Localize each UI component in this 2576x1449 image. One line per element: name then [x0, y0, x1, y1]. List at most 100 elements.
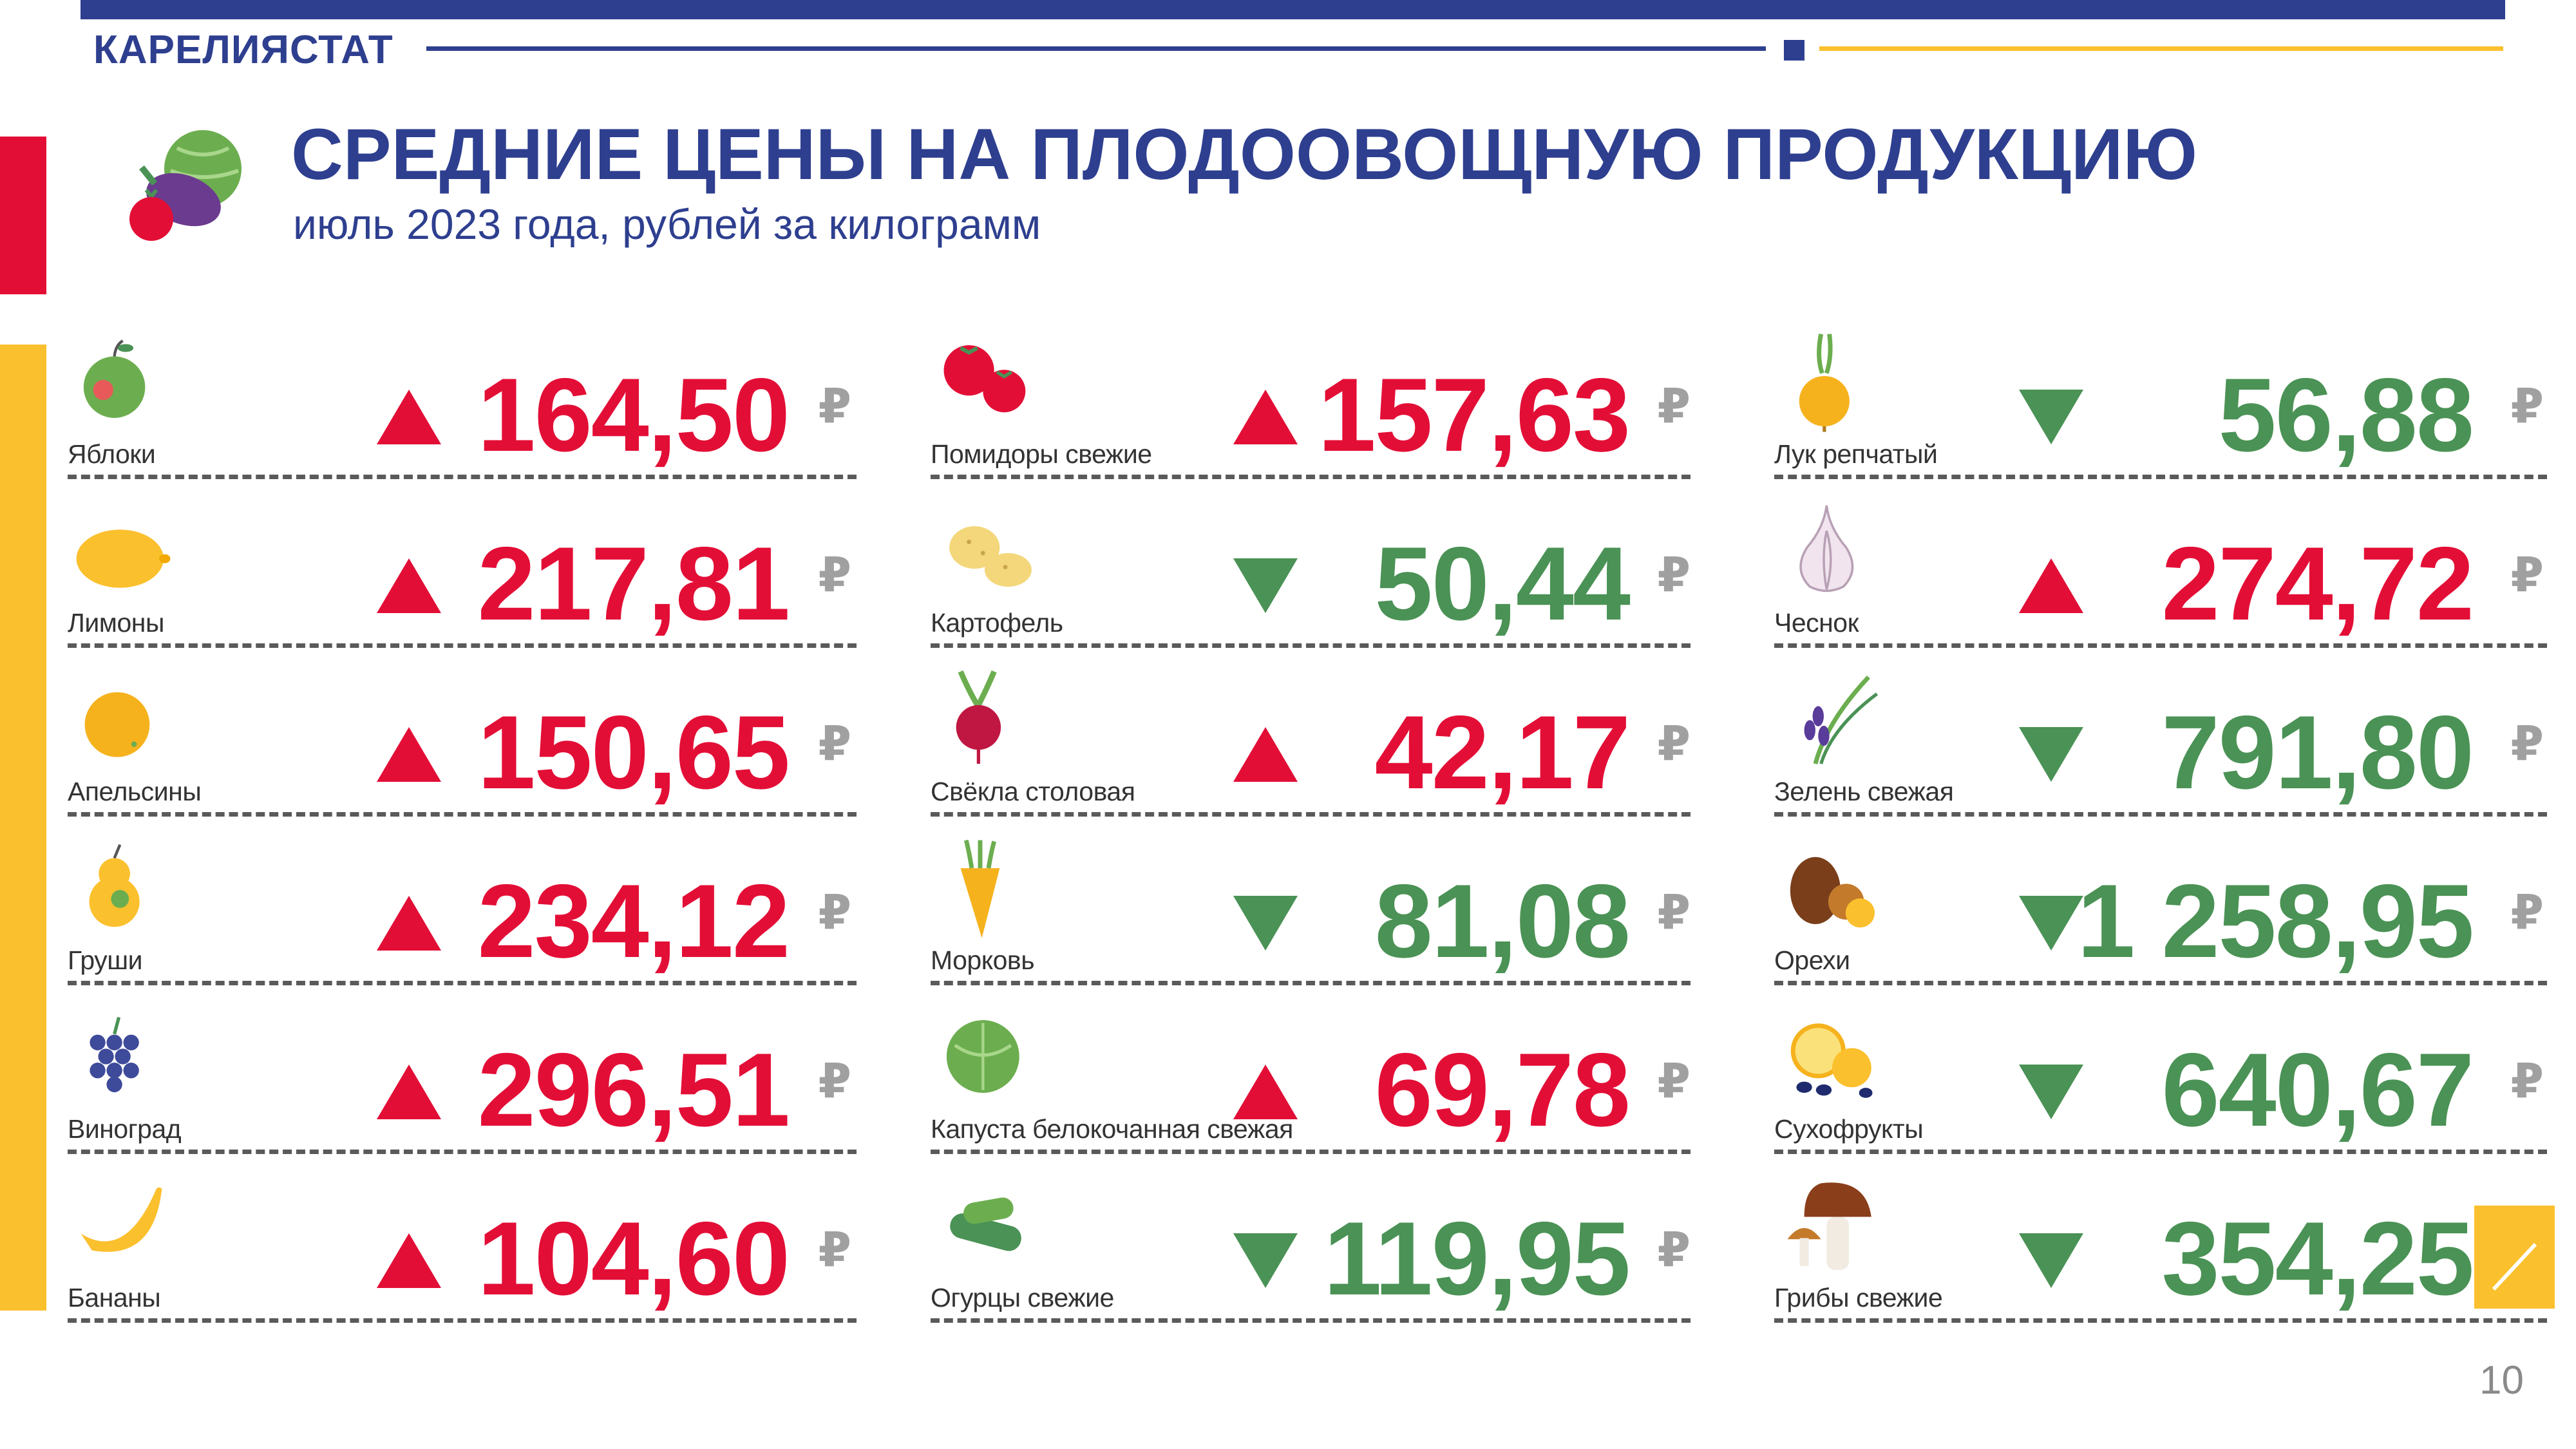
vegetables-logo-icon: [129, 130, 242, 241]
trend-down-icon: [1233, 558, 1298, 613]
trend-up-icon: [377, 727, 441, 782]
product-price: 274,72: [2161, 526, 2474, 642]
product-price: 164,50: [477, 357, 790, 473]
ruble-sign: ₽: [2510, 717, 2544, 770]
trend-down-icon: [1233, 896, 1298, 951]
price-row: Сухофрукты 640,67 ₽: [1774, 990, 2547, 1159]
dashed-separator: [68, 981, 857, 985]
product-price: 791,80: [2161, 694, 2474, 811]
ruble-sign: ₽: [818, 886, 852, 939]
trend-up-icon: [1233, 1065, 1298, 1119]
product-name: Картофель: [931, 608, 1063, 638]
price-row: Огурцы свежие 119,95 ₽: [931, 1159, 1690, 1328]
product-price: 69,78: [1374, 1032, 1631, 1148]
product-price: 150,65: [477, 694, 790, 811]
diagonal-arrow-icon: [2492, 1242, 2537, 1291]
product-name: Зелень свежая: [1774, 777, 1954, 806]
ruble-sign: ₽: [818, 1223, 852, 1276]
greens-icon: [1804, 675, 1879, 764]
product-price: 217,81: [477, 526, 790, 642]
top-bar: [80, 0, 2505, 19]
price-row: Апельсины 150,65 ₽: [68, 653, 857, 822]
dashed-separator: [1774, 812, 2547, 817]
page-title: СРЕДНИЕ ЦЕНЫ НА ПЛОДООВОЩНУЮ ПРОДУКЦИЮ: [291, 114, 2197, 194]
mushroom-icon: [1787, 1182, 1871, 1270]
garlic-icon: [1799, 505, 1854, 592]
product-name: Морковь: [931, 945, 1035, 975]
brand-name: КАРЕЛИЯСТАТ: [93, 28, 393, 72]
product-name: Лук репчатый: [1774, 439, 1938, 469]
ruble-sign: ₽: [2510, 886, 2544, 939]
product-price: 354,25: [2161, 1200, 2474, 1317]
product-name: Сухофрукты: [1774, 1114, 1924, 1144]
ruble-sign: ₽: [2510, 1054, 2544, 1108]
dashed-separator: [68, 812, 857, 817]
product-name: Свёкла столовая: [931, 777, 1135, 806]
price-column: Яблоки 164,50 ₽ Лимоны 217,81 ₽ Апельсины 150,6…: [68, 316, 857, 1328]
trend-up-icon: [377, 1065, 441, 1119]
product-name: Помидоры свежие: [931, 439, 1152, 469]
dashed-separator: [68, 475, 857, 479]
ruble-sign: ₽: [818, 379, 852, 433]
trend-up-icon: [1233, 390, 1298, 444]
dashed-separator: [931, 643, 1690, 648]
nuts-icon: [1790, 857, 1875, 928]
price-row: Виноград 296,51 ₽: [68, 990, 857, 1159]
cabbage-icon: [946, 1020, 1019, 1093]
price-row: Лук репчатый 56,88 ₽: [1774, 316, 2547, 484]
price-row: Зелень свежая 791,80 ₽: [1774, 653, 2547, 822]
price-column: Лук репчатый 56,88 ₽ Чеснок 274,72 ₽ Зелень св…: [1774, 316, 2547, 1328]
orange-icon: [84, 692, 150, 757]
ruble-sign: ₽: [1657, 1054, 1691, 1108]
banana-icon: [80, 1187, 162, 1252]
lemon-icon: [76, 529, 171, 588]
product-price: 50,44: [1374, 526, 1631, 642]
corner-link-button[interactable]: [2474, 1206, 2555, 1309]
grapes-icon: [90, 1017, 139, 1093]
product-price: 119,95: [1323, 1200, 1631, 1317]
dashed-separator: [931, 981, 1690, 985]
trend-up-icon: [1233, 727, 1298, 782]
price-row: Груши 234,12 ₽: [68, 822, 857, 990]
dashed-separator: [1774, 1150, 2547, 1154]
dashed-separator: [68, 1318, 857, 1323]
apple-icon: [83, 339, 146, 418]
ruble-sign: ₽: [2510, 379, 2544, 433]
tomato-icon: [943, 345, 1026, 413]
ruble-sign: ₽: [818, 717, 852, 770]
trend-down-icon: [2019, 727, 2083, 782]
header-square: [1784, 40, 1804, 61]
product-price: 1 258,95: [2077, 863, 2474, 980]
page-number: 10: [2479, 1358, 2524, 1403]
product-name: Орехи: [1774, 945, 1850, 975]
dashed-separator: [68, 1150, 857, 1154]
trend-up-icon: [377, 896, 441, 951]
trend-up-icon: [2019, 558, 2083, 613]
product-name: Груши: [68, 945, 143, 975]
price-row: Капуста белокочанная свежая 69,78 ₽: [931, 990, 1690, 1159]
side-accent-yellow: [0, 345, 46, 1311]
product-price: 157,63: [1318, 357, 1631, 473]
header-line-blue: [426, 46, 1766, 51]
product-price: 56,88: [2218, 357, 2474, 473]
ruble-sign: ₽: [1657, 1223, 1691, 1276]
trend-up-icon: [377, 390, 441, 444]
dashed-separator: [68, 643, 857, 648]
price-row: Помидоры свежие 157,63 ₽: [931, 316, 1690, 484]
price-row: Яблоки 164,50 ₽: [68, 316, 857, 484]
product-price: 640,67: [2161, 1032, 2474, 1148]
ruble-sign: ₽: [1657, 379, 1691, 433]
ruble-sign: ₽: [2510, 548, 2544, 601]
trend-down-icon: [2019, 390, 2083, 444]
product-name: Апельсины: [68, 777, 202, 806]
product-price: 234,12: [477, 863, 790, 980]
price-row: Свёкла столовая 42,17 ₽: [931, 653, 1690, 822]
dashed-separator: [931, 1318, 1690, 1323]
product-name: Огурцы свежие: [931, 1283, 1114, 1312]
header-line-yellow: [1819, 46, 2503, 51]
product-name: Бананы: [68, 1283, 161, 1312]
dashed-separator: [1774, 475, 2547, 479]
product-name: Лимоны: [68, 608, 164, 638]
trend-down-icon: [2019, 1233, 2083, 1288]
carrot-icon: [960, 839, 1000, 938]
